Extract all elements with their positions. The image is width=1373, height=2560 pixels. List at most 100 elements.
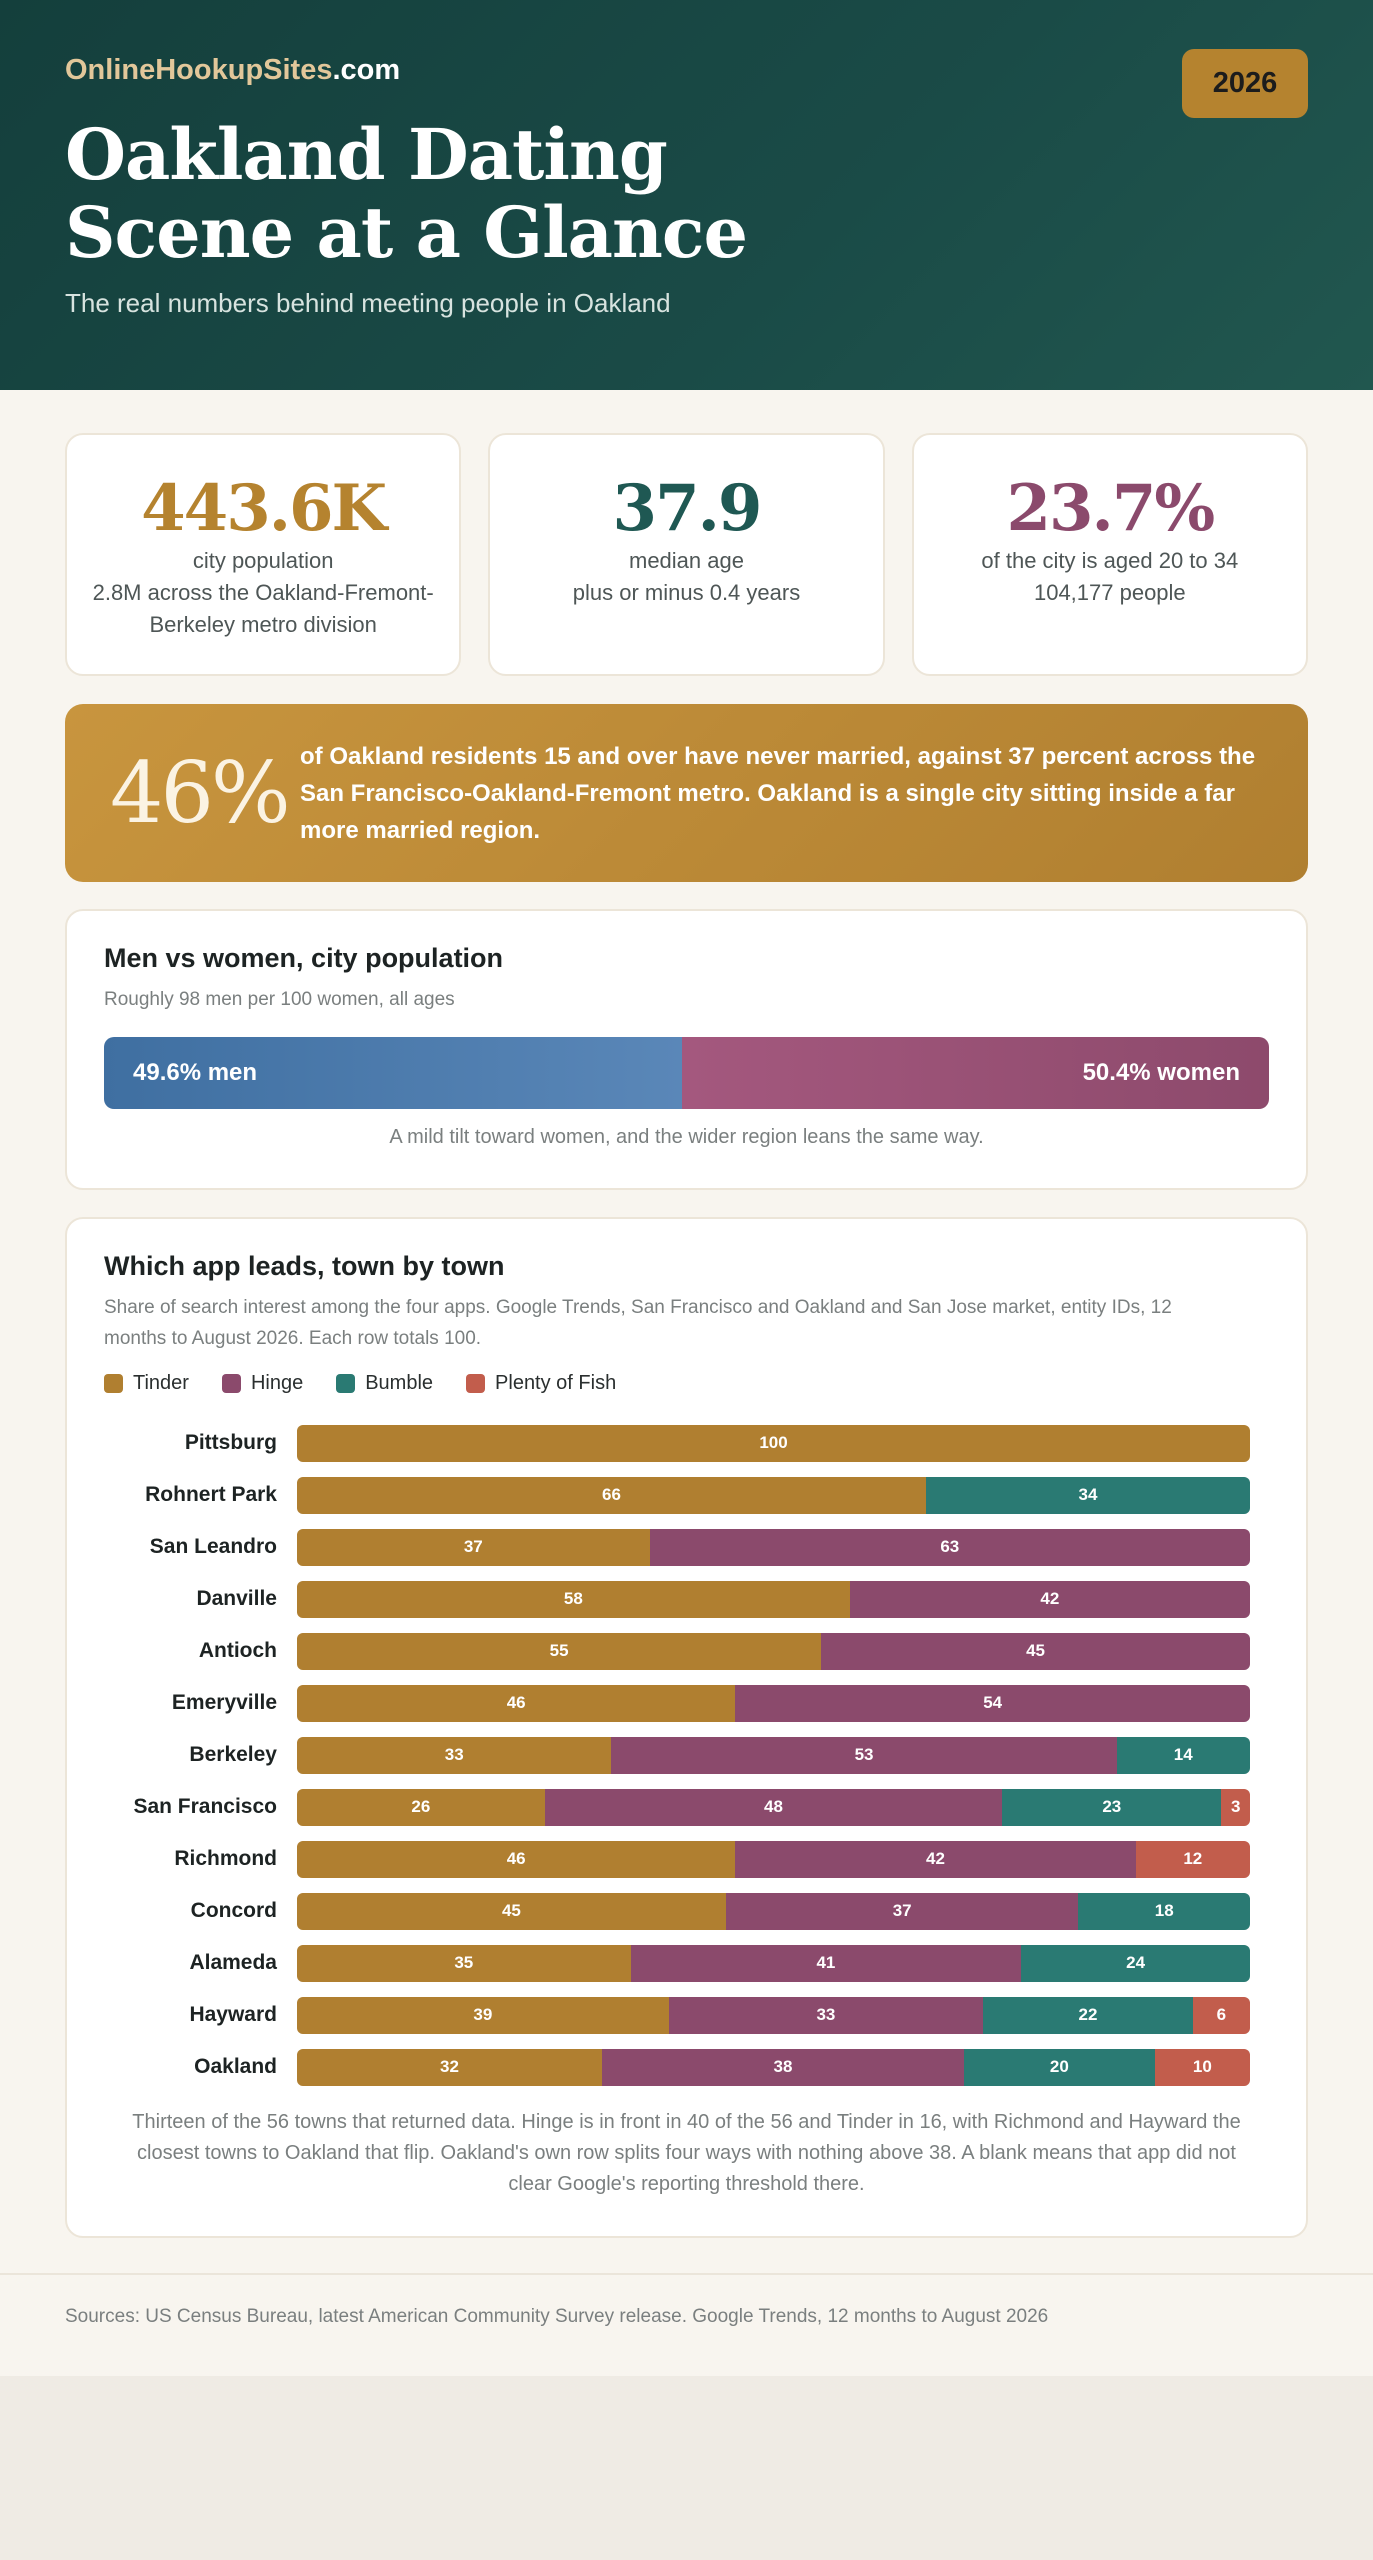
bar-segment-bumble: 23 (1002, 1788, 1222, 1826)
legend-label: Plenty of Fish (495, 1372, 617, 1394)
year-badge: 2026 (1182, 49, 1308, 118)
chart-row: Alameda 35 41 24 (104, 1937, 1269, 1989)
bar-segment-plenty-of-fish: 10 (1154, 2048, 1250, 2086)
bar-segment-plenty-of-fish: 6 (1192, 1996, 1250, 2034)
legend-label: Bumble (365, 1372, 434, 1394)
bar-segment-bumble: 22 (983, 1996, 1193, 2034)
stat-cards: 443.6K city population 2.8M across the O… (65, 433, 1308, 676)
bar-segment-hinge: 33 (668, 1996, 984, 2034)
women-share-bar: 50.4% women (681, 1037, 1269, 1109)
bar-segment-tinder: 58 (297, 1580, 850, 1618)
stat-detail: 2.8M across the Oakland-Fremont-Berkeley… (92, 580, 434, 637)
stacked-bar: 46 42 12 (297, 1840, 1250, 1878)
chart-subtitle: Share of search interest among the four … (104, 1297, 1172, 1349)
bar-segment-tinder: 46 (297, 1684, 736, 1722)
brand-tld: .com (332, 54, 401, 86)
category-label: Pittsburg (184, 1431, 277, 1454)
bar-segment-bumble: 14 (1116, 1736, 1250, 1774)
legend-item: Plenty of Fish (466, 1372, 616, 1395)
legend-swatch (336, 1374, 356, 1393)
legend-item: Tinder (104, 1372, 189, 1395)
legend-item: Bumble (336, 1372, 433, 1395)
gender-card: Men vs women, city population Roughly 98… (65, 909, 1308, 1190)
bar-segment-tinder: 32 (297, 2048, 602, 2086)
bar-segment-tinder: 26 (297, 1788, 545, 1826)
category-label: San Francisco (133, 1795, 277, 1818)
stacked-bar: 33 53 14 (297, 1736, 1250, 1774)
chart-row: Richmond 46 42 12 (104, 1833, 1269, 1885)
stat-detail: plus or minus 0.4 years (572, 580, 801, 605)
stacked-bar: 55 45 (297, 1632, 1250, 1670)
stacked-bar: 66 34 (297, 1476, 1250, 1514)
bar-segment-hinge: 38 (601, 2048, 965, 2086)
bar-segment-hinge: 53 (611, 1736, 1117, 1774)
bar-segment-bumble: 24 (1021, 1944, 1250, 1982)
callout-value: 46% (110, 744, 291, 842)
chart-row: Emeryville 46 54 (104, 1677, 1269, 1729)
stat-value: 37.9 (612, 471, 763, 546)
stacked-bar: 45 37 18 (297, 1892, 1250, 1930)
gender-bar: 49.6% men 50.4% women (104, 1037, 1269, 1109)
stacked-bar: 35 41 24 (297, 1944, 1250, 1982)
bar-segment-tinder: 100 (297, 1424, 1250, 1462)
brand-name: OnlineHookupSites (65, 54, 333, 86)
chart-row: Hayward 39 33 22 6 (104, 1989, 1269, 2041)
page-title: Oakland Dating Scene at a Glance (65, 113, 748, 274)
category-label: Berkeley (189, 1743, 277, 1766)
bar-segment-tinder: 66 (297, 1476, 926, 1514)
bar-segment-bumble: 18 (1078, 1892, 1250, 1930)
stat-label: median age (629, 548, 744, 573)
brand-logo[interactable]: OnlineHookupSites.com (65, 52, 1308, 88)
never-married-callout: 46% of Oakland residents 15 and over hav… (65, 704, 1308, 882)
stacked-bar: 100 (297, 1424, 1250, 1462)
legend-item: Hinge (221, 1372, 304, 1395)
chart-title: Which app leads, town by town (104, 1251, 505, 1281)
legend-swatch (221, 1374, 241, 1393)
bar-segment-hinge: 48 (544, 1788, 1003, 1826)
bar-segment-plenty-of-fish: 3 (1221, 1788, 1250, 1826)
bar-segment-plenty-of-fish: 12 (1135, 1840, 1250, 1878)
sources-text: Sources: US Census Bureau, latest Americ… (65, 2306, 1049, 2327)
bar-segment-bumble: 34 (925, 1476, 1250, 1514)
category-label: Danville (196, 1587, 277, 1610)
stacked-bar-chart: Pittsburg 100 Rohnert Park 66 34 San Leandro 3… (104, 1417, 1269, 2093)
men-share-bar: 49.6% men (104, 1037, 682, 1109)
stat-detail: 104,177 people (1033, 580, 1186, 605)
stacked-bar: 39 33 22 6 (297, 1996, 1250, 2034)
bar-segment-tinder: 46 (297, 1840, 736, 1878)
bar-segment-hinge: 42 (735, 1840, 1136, 1878)
bar-segment-tinder: 35 (297, 1944, 631, 1982)
chart-row: San Francisco 26 48 23 3 (104, 1781, 1269, 1833)
bar-segment-hinge: 54 (735, 1684, 1250, 1722)
bar-segment-tinder: 37 (297, 1528, 650, 1566)
chart-row: Oakland 32 38 20 10 (104, 2041, 1269, 2093)
bar-segment-hinge: 42 (849, 1580, 1250, 1618)
bar-segment-bumble: 20 (964, 2048, 1155, 2086)
footer-divider (0, 2273, 1373, 2275)
stat-label: of the city is aged 20 to 34 (981, 548, 1239, 573)
bar-segment-hinge: 45 (821, 1632, 1250, 1670)
callout-text: of Oakland residents 15 and over have ne… (300, 742, 1256, 844)
category-label: Alameda (189, 1951, 277, 1974)
legend-swatch (466, 1374, 486, 1393)
bar-segment-hinge: 37 (725, 1892, 1079, 1930)
gender-subtitle: Roughly 98 men per 100 women, all ages (104, 989, 455, 1010)
bar-segment-tinder: 45 (297, 1892, 726, 1930)
app-chart-card: Which app leads, town by town Share of s… (65, 1217, 1308, 2238)
hero-header: OnlineHookupSites.com 2026 Oakland Datin… (0, 0, 1373, 390)
category-label: Hayward (189, 2003, 277, 2026)
chart-row: Pittsburg 100 (104, 1417, 1269, 1469)
chart-row: Berkeley 33 53 14 (104, 1729, 1269, 1781)
chart-row: Rohnert Park 66 34 (104, 1469, 1269, 1521)
category-label: Emeryville (171, 1691, 277, 1714)
legend-label: Hinge (250, 1372, 304, 1394)
category-label: Rohnert Park (145, 1483, 277, 1506)
gender-note: A mild tilt toward women, and the wider … (389, 1126, 984, 1148)
gender-title: Men vs women, city population (104, 943, 504, 973)
category-label: Oakland (194, 2055, 277, 2078)
stat-card-population: 443.6K city population 2.8M across the O… (65, 433, 462, 676)
stacked-bar: 46 54 (297, 1684, 1250, 1722)
chart-row: Concord 45 37 18 (104, 1885, 1269, 1937)
stacked-bar: 26 48 23 3 (297, 1788, 1250, 1826)
infographic-page: OnlineHookupSites.com 2026 Oakland Datin… (0, 0, 1373, 2376)
